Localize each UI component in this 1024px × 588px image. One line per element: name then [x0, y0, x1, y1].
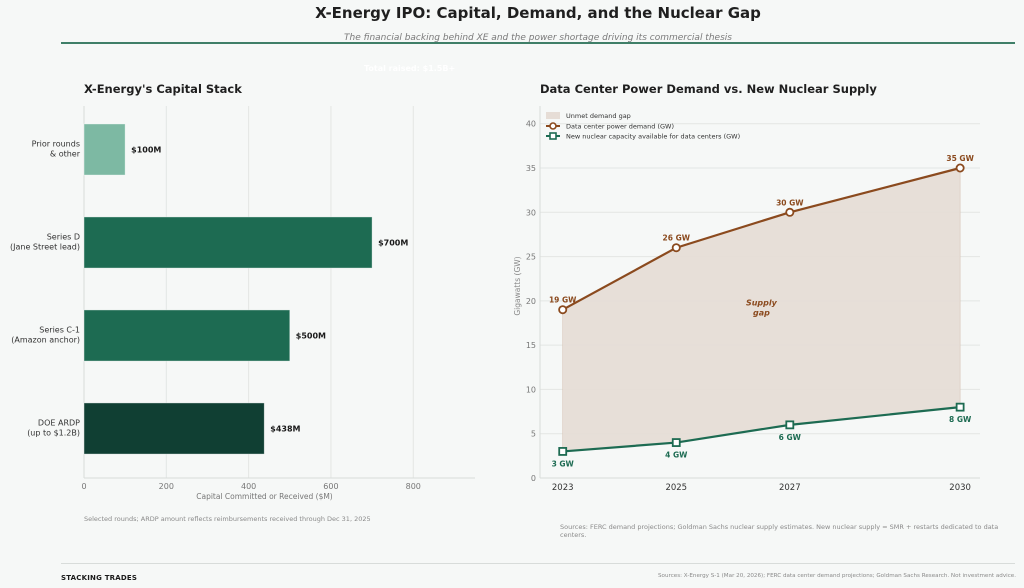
supply-point — [558, 447, 568, 456]
supply-gap-annotation: Supply — [746, 298, 778, 307]
bar-4 — [83, 402, 265, 455]
main-title: X-Energy IPO: Capital, Demand, and the N… — [315, 4, 761, 22]
supply-data-label: 4 GW — [665, 451, 688, 460]
x-tick-label: 400 — [241, 482, 256, 491]
brand-label: STACKING TRADES — [61, 574, 138, 582]
y-tick-label: 35 — [526, 164, 536, 173]
y-tick-label: 10 — [526, 385, 536, 394]
demand-point — [558, 305, 568, 315]
supply-line — [562, 406, 961, 453]
footer-sources: Sources: X-Energy S-1 (Mar 20, 2026); FE… — [658, 573, 1016, 579]
x-tick-label: 2023 — [552, 483, 574, 493]
demand-data-label: 26 GW — [663, 234, 691, 243]
y-tick-label: 15 — [526, 341, 536, 350]
total-raised-label: Total raised: $1.5B+ — [364, 64, 456, 73]
supply-point — [785, 420, 795, 430]
x-tick-label: 2025 — [665, 483, 687, 493]
demand-point — [955, 163, 965, 173]
subtitle: The financial backing behind XE and the … — [344, 33, 732, 43]
bar-value-label: $438M — [270, 425, 300, 434]
bar-2 — [83, 216, 373, 269]
power-demand-note: Sources: FERC demand projections; Goldma… — [560, 523, 999, 539]
category-label: Series D — [47, 233, 80, 242]
demand-data-label: 35 GW — [946, 154, 974, 163]
y-tick-label: 40 — [526, 120, 536, 129]
y-tick-label: 20 — [526, 297, 536, 306]
category-label: DOE ARDP — [38, 419, 80, 428]
supply-point — [671, 438, 681, 447]
power-demand-title: Data Center Power Demand vs. New Nuclear… — [540, 82, 877, 96]
supply-point — [955, 402, 965, 412]
category-label: (Jane Street lead) — [10, 243, 80, 252]
legend-supply-marker — [549, 132, 557, 140]
supply-data-label: 6 GW — [779, 433, 802, 442]
category-label: Series C-1 — [39, 326, 80, 335]
capital-stack-title: X-Energy's Capital Stack — [84, 82, 242, 96]
legend-demand-marker — [549, 122, 557, 130]
demand-data-label: 19 GW — [549, 296, 577, 305]
supply-gap-annotation: gap — [753, 308, 770, 317]
x-tick-label: 2027 — [779, 483, 801, 493]
category-label: (up to $1.2B) — [27, 429, 80, 438]
category-label: Prior rounds — [32, 140, 80, 149]
legend-gap-swatch — [546, 112, 560, 119]
supply-data-label: 8 GW — [949, 415, 972, 424]
capital-stack-note: Selected rounds; ARDP amount reflects re… — [84, 515, 371, 523]
header-divider — [61, 42, 1015, 44]
y-tick-label: 5 — [531, 430, 536, 439]
bar-value-label: $700M — [378, 239, 408, 248]
bar-1 — [83, 123, 126, 176]
category-label: (Amazon anchor) — [11, 336, 80, 345]
bar-value-label: $500M — [296, 332, 326, 341]
x-tick-label: 0 — [81, 482, 86, 491]
x-tick-label: 200 — [159, 482, 174, 491]
supply-data-label: 3 GW — [552, 459, 575, 468]
x-axis-title: Capital Committed or Received ($M) — [196, 492, 333, 501]
x-tick-label: 2030 — [949, 483, 971, 493]
y-tick-label: 0 — [531, 474, 536, 483]
legend-demand-label: Data center power demand (GW) — [566, 123, 674, 131]
demand-point — [785, 207, 795, 217]
y-axis-title: Gigawatts (GW) — [513, 256, 522, 315]
x-tick-label: 800 — [406, 482, 421, 491]
footer-divider — [61, 563, 1015, 564]
y-tick-label: 30 — [526, 208, 536, 217]
legend-gap-label: Unmet demand gap — [566, 112, 631, 120]
bar-3 — [83, 309, 291, 362]
x-tick-label: 600 — [323, 482, 338, 491]
demand-line — [562, 166, 961, 311]
demand-data-label: 30 GW — [776, 198, 804, 207]
category-label: & other — [50, 150, 81, 159]
bar-value-label: $100M — [131, 146, 161, 155]
legend-supply-label: New nuclear capacity available for data … — [566, 133, 740, 141]
y-tick-label: 25 — [526, 253, 536, 262]
demand-point — [671, 243, 681, 253]
